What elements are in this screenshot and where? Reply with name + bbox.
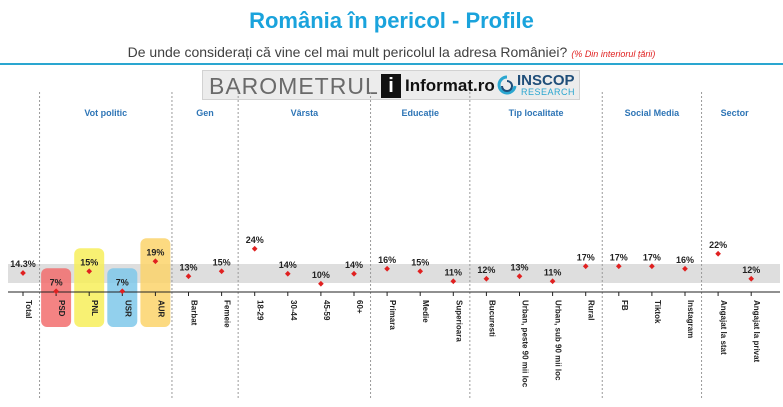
point-rural: [582, 263, 589, 270]
group-label-tip-localitate: Tip localitate: [509, 108, 564, 118]
value-label-total: 14.3%: [10, 259, 36, 269]
point-pnl: [86, 268, 93, 275]
category-label-urban-peste-90-mii-loc: Urban, peste 90 mii loc: [521, 300, 530, 388]
value-label-superioara: 11%: [445, 267, 463, 277]
category-label-angajat-la-privat: Angajat la privat: [752, 300, 761, 363]
logo-banner: BAROMETRUL i Informat.ro INSCOP RESEARCH: [202, 70, 580, 100]
group-label-social-media: Social Media: [625, 108, 681, 118]
highlight-usr: [107, 268, 138, 327]
category-label-usr: USR: [123, 300, 132, 317]
category-label-barbat: Barbat: [190, 300, 199, 326]
category-label-bucuresti: Bucuresti: [487, 300, 496, 337]
category-label-superioara: Superioara: [454, 300, 463, 342]
category-label-aur: AUR: [156, 300, 165, 318]
barometrul-logo: BAROMETRUL: [209, 73, 379, 99]
point-aur: [152, 258, 159, 265]
average-band: [8, 264, 780, 283]
group-label-varsta: Vârsta: [291, 108, 320, 118]
category-label-60: 60+: [355, 300, 364, 314]
chart-title: România în pericol - Profile: [249, 8, 534, 33]
category-label-femeie: Femeie: [223, 300, 232, 328]
value-label-barbat: 13%: [179, 262, 197, 272]
category-label-angajat-la-stat: Angajat la stat: [719, 300, 728, 355]
point-barbat: [185, 273, 192, 280]
value-label-urban-sub-90-mii-loc: 11%: [544, 267, 562, 277]
point-total: [20, 270, 26, 276]
category-label-fb: FB: [620, 300, 629, 311]
category-label-total: Total: [24, 300, 33, 319]
value-label-tiktok: 17%: [643, 252, 661, 262]
category-label-tiktok: Tiktok: [653, 300, 662, 324]
point-bucuresti: [483, 275, 490, 282]
highlight-aur: [140, 238, 171, 327]
category-label-medie: Medie: [421, 300, 430, 323]
inscop-subtext: RESEARCH: [521, 87, 576, 97]
category-label-urban-sub-90-mii-loc: Urban, sub 90 mii loc: [554, 300, 563, 381]
value-label-fb: 17%: [610, 252, 628, 262]
value-label-medie: 15%: [411, 257, 429, 267]
value-label-bucuresti: 12%: [477, 265, 495, 275]
value-label-30-44: 14%: [279, 260, 297, 270]
point-fb: [615, 263, 622, 270]
point-usr: [119, 288, 126, 295]
point-60: [351, 270, 357, 277]
value-label-18-29: 24%: [246, 235, 264, 245]
category-label-psd: PSD: [57, 300, 66, 317]
point-femeie: [218, 268, 225, 275]
highlight-psd: [41, 268, 72, 327]
point-primara: [384, 265, 390, 272]
point-tiktok: [649, 263, 655, 270]
category-label-primara: Primara: [388, 300, 397, 330]
point-urban-peste-90-mii-loc: [516, 273, 523, 280]
value-label-urban-peste-90-mii-loc: 13%: [510, 262, 528, 272]
value-label-pnl: 15%: [80, 257, 98, 267]
value-label-45-59: 10%: [312, 270, 330, 280]
value-label-instagram: 16%: [676, 255, 694, 265]
point-18-29: [251, 245, 258, 252]
point-30-44: [284, 270, 291, 277]
point-angajat-la-privat: [748, 275, 755, 282]
group-label-gen: Gen: [196, 108, 214, 118]
informat-mark: i: [381, 74, 401, 98]
value-label-femeie: 15%: [213, 257, 231, 267]
value-label-rural: 17%: [577, 252, 595, 262]
point-urban-sub-90-mii-loc: [549, 278, 556, 285]
category-label-30-44: 30-44: [289, 300, 298, 321]
point-medie: [417, 268, 424, 275]
value-label-60: 14%: [345, 260, 363, 270]
inscop-text: INSCOP: [517, 72, 575, 89]
category-label-pnl: PNL: [90, 300, 99, 316]
subtitle-question: De unde considerați că vine cel mai mult…: [127, 44, 568, 60]
chart-subtitle: De unde considerați că vine cel mai mult…: [0, 44, 783, 60]
category-label-45-59: 45-59: [322, 300, 331, 321]
header-divider: [0, 63, 783, 65]
point-instagram: [682, 265, 688, 272]
value-label-aur: 19%: [146, 247, 164, 257]
category-label-18-29: 18-29: [256, 300, 265, 321]
highlight-pnl: [74, 248, 105, 327]
value-label-psd: 7%: [50, 277, 63, 287]
category-label-instagram: Instagram: [686, 300, 695, 338]
inscop-swirl-icon: [497, 75, 517, 95]
subtitle-note: (% Din interiorul țării): [571, 49, 656, 59]
point-superioara: [450, 278, 457, 285]
category-label-rural: Rural: [587, 300, 596, 320]
inscop-logo: INSCOP RESEARCH: [497, 72, 579, 100]
point-45-59: [318, 280, 324, 287]
informat-text: Informat.ro: [405, 76, 495, 95]
value-label-angajat-la-privat: 12%: [742, 265, 760, 275]
value-label-angajat-la-stat: 22%: [709, 240, 727, 250]
group-label-sector: Sector: [721, 108, 750, 118]
group-label-vot-politic: Vot politic: [84, 108, 127, 118]
value-label-usr: 7%: [116, 277, 129, 287]
group-label-educatie: Educație: [401, 108, 439, 118]
value-label-primara: 16%: [378, 255, 396, 265]
point-angajat-la-stat: [715, 250, 721, 257]
